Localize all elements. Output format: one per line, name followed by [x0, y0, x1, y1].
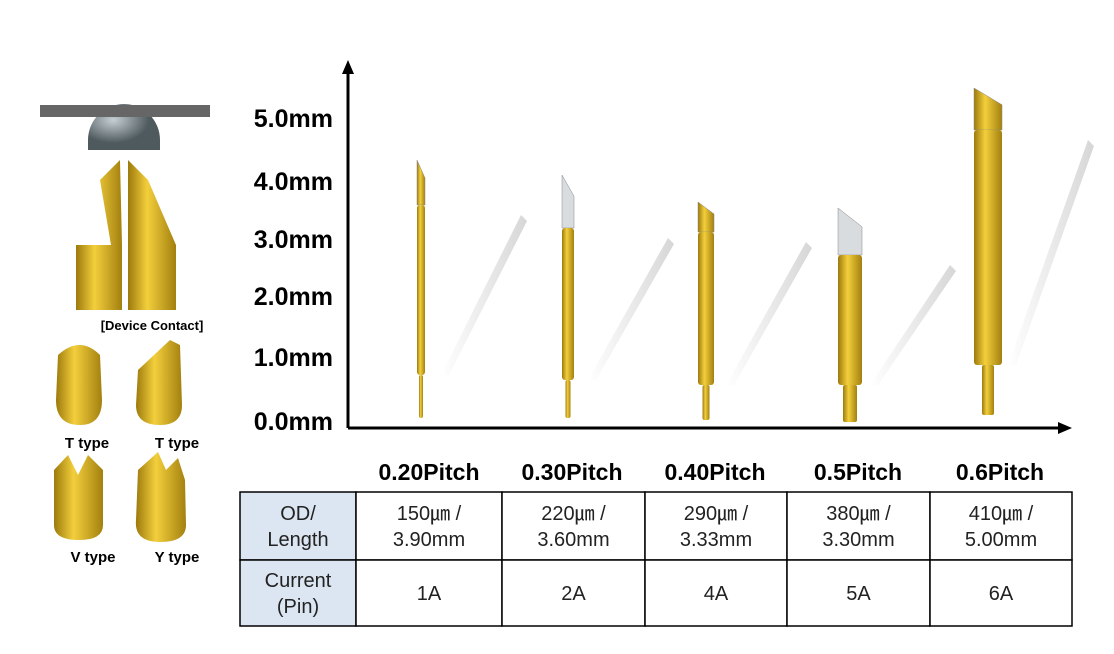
pitch-label: 0.30Pitch — [522, 459, 623, 485]
axis-label: 5.0mm — [254, 105, 333, 133]
cell-text: 150㎛ / — [397, 503, 462, 525]
axis-label: 4.0mm — [254, 168, 333, 196]
axis-label: 1.0mm — [254, 344, 333, 372]
table-cell — [644, 559, 788, 627]
cell-text: 4A — [704, 583, 729, 605]
device-illustration — [40, 104, 210, 310]
table-cell — [786, 559, 931, 627]
cell-text: 380㎛ / — [826, 503, 891, 525]
pitch-label: 0.5Pitch — [814, 459, 902, 485]
pin-shadow — [726, 242, 812, 385]
axis-label: 0.0mm — [254, 408, 333, 436]
cell-text: OD/ — [280, 503, 316, 525]
pin-shadow — [1008, 140, 1094, 365]
caption: [Device Contact] — [101, 318, 204, 333]
tip-label: Y type — [155, 549, 200, 566]
pin-plunger — [702, 385, 710, 420]
cell-text: 3.90mm — [393, 529, 465, 551]
cell-text: 2A — [561, 583, 586, 605]
tip-label: V type — [70, 549, 115, 566]
pin-tip — [837, 207, 863, 256]
pitch-label: 0.40Pitch — [665, 459, 766, 485]
cell-text: 220㎛ / — [541, 503, 606, 525]
cell-text: Length — [267, 529, 328, 551]
table-cell — [929, 559, 1073, 627]
cell-text: 5A — [846, 583, 871, 605]
pin-shadow — [441, 215, 527, 375]
pin-body — [562, 228, 574, 380]
cell-text: 6A — [989, 583, 1014, 605]
cell-text: 410㎛ / — [969, 503, 1034, 525]
table-cell — [644, 491, 788, 561]
tip-illustrations — [54, 340, 186, 542]
pin-plunger — [982, 365, 994, 415]
pin-tip — [973, 87, 1003, 131]
tip-label: T type — [65, 435, 109, 452]
pin-body — [698, 232, 714, 385]
pin-tip — [561, 174, 575, 229]
table-cell — [239, 491, 357, 561]
cell-text: 5.00mm — [965, 529, 1037, 551]
pitch-label: 0.6Pitch — [956, 459, 1044, 485]
pin-shadow — [870, 265, 956, 385]
cell-text: Current — [265, 570, 332, 592]
axis-label: 2.0mm — [254, 283, 333, 311]
table-cell — [355, 559, 503, 627]
tip-label: T type — [155, 435, 199, 452]
pin-plunger — [419, 375, 423, 418]
pin-body — [417, 205, 425, 375]
cell-text: 1A — [417, 583, 442, 605]
pin-body — [838, 255, 862, 385]
pin-shadow — [588, 238, 674, 380]
pin-plunger — [843, 385, 857, 422]
axes — [346, 70, 1065, 430]
table-cell — [239, 559, 357, 627]
pin-tip — [416, 159, 426, 206]
cell-text: 290㎛ / — [684, 503, 749, 525]
table-cell — [929, 491, 1073, 561]
pitch-label: 0.20Pitch — [379, 459, 480, 485]
pin-plunger — [565, 380, 571, 418]
axis-label: 3.0mm — [254, 226, 333, 254]
cell-text: (Pin) — [277, 596, 319, 618]
cell-text: 3.30mm — [822, 529, 894, 551]
pin-tip — [697, 201, 715, 233]
cell-text: 3.60mm — [537, 529, 609, 551]
pin-body — [974, 130, 1002, 365]
cell-text: 3.33mm — [680, 529, 752, 551]
